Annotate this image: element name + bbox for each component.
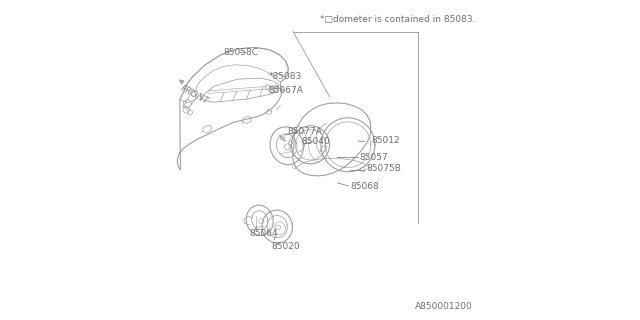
Text: 85068: 85068 — [350, 182, 379, 191]
Text: 85067A: 85067A — [269, 86, 303, 95]
Text: 85075B: 85075B — [366, 164, 401, 173]
Text: *□dometer is contained in 85083.: *□dometer is contained in 85083. — [320, 15, 476, 24]
Text: *85083: *85083 — [269, 72, 302, 81]
Text: 85040: 85040 — [301, 137, 330, 146]
Text: 85077A: 85077A — [287, 127, 323, 136]
Text: A850001200: A850001200 — [415, 302, 472, 311]
Text: 85012: 85012 — [371, 136, 400, 146]
Text: 85057: 85057 — [360, 153, 388, 162]
Text: 85020: 85020 — [272, 242, 300, 251]
Text: 85064: 85064 — [250, 229, 278, 238]
Text: 85058C: 85058C — [223, 48, 259, 57]
Text: FRONT: FRONT — [179, 84, 211, 106]
